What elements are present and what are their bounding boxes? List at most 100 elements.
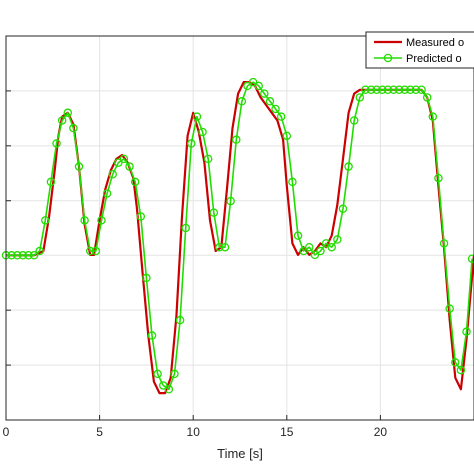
series-point-1-75 [422,93,432,102]
series-point-1-62 [349,116,359,125]
series-point-1-5 [29,251,39,260]
series-point-1-39 [220,242,230,252]
series-point-1-14 [80,216,89,225]
series-point-1-28 [158,381,168,390]
series-point-1-7 [41,216,50,225]
series-point-1-72 [406,85,415,95]
legend-entry-predicted: Predicted o [406,53,462,65]
series-point-1-74 [417,85,426,95]
x-axis-label: Time [s] [217,446,263,461]
plot-area [6,36,474,420]
legend-box [365,31,474,69]
series-point-1-40 [226,196,235,206]
x-tick-label-1: 5 [96,425,103,439]
series-point-1-41 [232,135,241,144]
series-point-1-9 [52,139,61,148]
series-point-1-31 [175,315,185,325]
series-point-1-83 [467,254,474,263]
series-point-1-36 [203,154,213,164]
series-point-1-80 [451,358,460,367]
series-point-1-51 [288,177,297,187]
series-point-1-43 [243,81,252,91]
series-point-1-49 [276,112,286,121]
series-point-1-15 [85,246,95,256]
series-point-1-73 [411,85,421,95]
series-point-1-45 [254,81,263,91]
series-point-1-27 [153,369,162,379]
series-point-1-71 [400,85,409,95]
series-layer [1,77,474,395]
series-point-1-12 [69,123,78,133]
series-point-1-66 [372,85,381,95]
series-point-1-30 [170,369,179,379]
plot-frame [5,35,474,421]
series-point-1-4 [24,251,33,260]
series-point-1-81 [456,365,466,375]
series-point-1-46 [260,89,269,98]
series-point-1-48 [271,104,280,114]
series-point-1-23 [130,177,140,187]
legend: Measured o Predicted o [365,31,474,69]
axis-ticks: 0 5 10 15 20 [3,35,388,439]
series-point-1-33 [187,139,196,148]
legend-marker-predicted [383,53,393,63]
series-point-1-24 [136,212,146,221]
series-point-1-19 [108,169,117,179]
x-tick-label-3: 15 [280,425,294,439]
series-point-1-54 [305,242,314,252]
series-point-1-37 [209,208,219,217]
series-point-1-47 [265,97,275,106]
series-point-1-76 [428,112,438,121]
series-point-1-25 [142,273,151,283]
series-point-1-53 [299,246,308,256]
series-point-1-79 [445,304,454,313]
series-point-1-22 [125,162,134,171]
series-point-1-18 [102,189,112,198]
series-point-1-60 [338,204,348,214]
series-point-1-21 [119,154,129,164]
series-point-1-52 [293,231,303,240]
series-point-1-65 [366,85,376,95]
series-point-1-8 [46,177,56,187]
series-point-1-63 [355,93,365,102]
series-line-1 [6,81,473,391]
series-point-1-58 [327,242,336,252]
series-point-1-59 [333,235,342,244]
series-point-1-42 [237,97,247,106]
series-point-1-82 [462,327,471,336]
series-point-1-11 [63,108,73,118]
series-point-1-26 [147,331,157,340]
series-point-1-6 [35,246,44,256]
series-point-1-67 [378,85,387,95]
series-point-1-16 [91,246,101,256]
series-point-1-77 [434,173,443,183]
series-point-1-50 [282,131,292,141]
x-tick-label-0: 0 [3,425,10,439]
series-point-1-1 [7,251,16,260]
series-point-1-56 [316,246,325,256]
series-point-1-55 [310,250,320,260]
x-tick-label-4: 20 [374,425,388,439]
series-point-1-13 [74,162,84,171]
series-point-1-34 [192,112,202,121]
series-point-1-38 [215,242,224,252]
series-point-1-29 [164,385,174,394]
series-point-1-32 [181,223,190,233]
series-point-1-78 [439,239,449,248]
series-point-1-10 [57,116,67,125]
series-point-1-2 [12,251,22,260]
series-point-1-44 [248,77,258,87]
x-tick-label-2: 10 [187,425,201,439]
series-point-1-3 [18,251,28,260]
series-point-1-17 [97,216,106,225]
legend-entry-measured: Measured o [406,37,464,49]
series-point-1-70 [394,85,404,95]
series-point-1-35 [198,127,207,137]
series-point-1-64 [361,85,370,95]
series-point-1-68 [383,85,393,95]
series-point-1-20 [114,158,123,167]
series-point-1-57 [321,239,331,248]
series-point-1-69 [389,85,398,95]
series-point-1-61 [344,162,353,171]
